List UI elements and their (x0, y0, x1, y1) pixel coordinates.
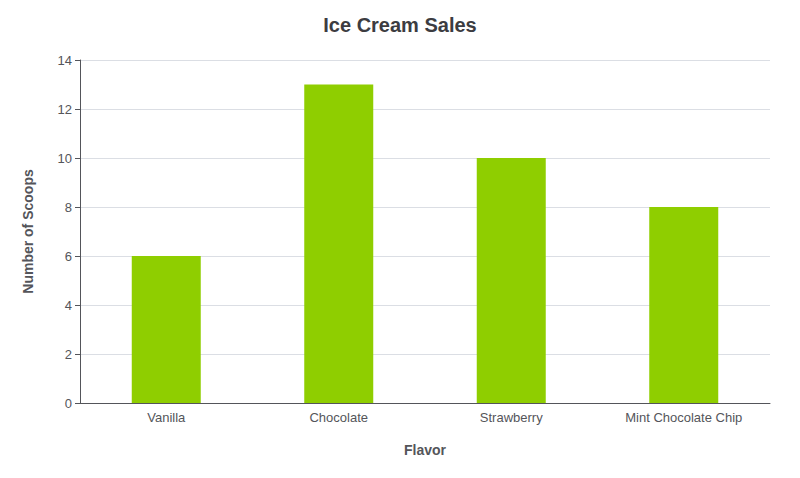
svg-text:Strawberry: Strawberry (480, 410, 543, 425)
svg-text:Chocolate: Chocolate (309, 410, 368, 425)
svg-text:2: 2 (65, 347, 72, 362)
svg-text:Ice Cream Sales: Ice Cream Sales (323, 14, 476, 36)
svg-text:10: 10 (58, 151, 72, 166)
svg-text:8: 8 (65, 200, 72, 215)
svg-text:Flavor: Flavor (404, 442, 447, 458)
svg-text:6: 6 (65, 249, 72, 264)
svg-text:0: 0 (65, 396, 72, 411)
svg-text:Mint Chocolate Chip: Mint Chocolate Chip (625, 410, 742, 425)
svg-text:12: 12 (58, 102, 72, 117)
svg-text:Vanilla: Vanilla (147, 410, 186, 425)
svg-text:14: 14 (58, 53, 72, 68)
svg-text:4: 4 (65, 298, 72, 313)
svg-text:Number of Scoops: Number of Scoops (20, 169, 36, 294)
